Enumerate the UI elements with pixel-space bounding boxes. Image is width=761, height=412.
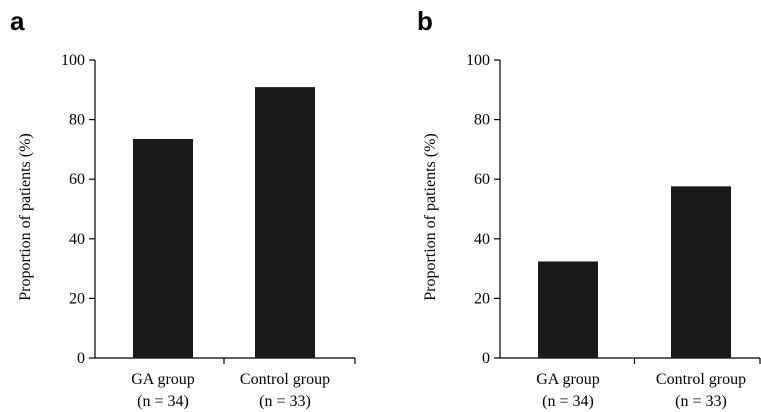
y-tick-label: 60 xyxy=(474,171,490,188)
bar xyxy=(255,87,315,359)
bar xyxy=(133,138,193,358)
y-tick-label: 0 xyxy=(77,350,85,367)
x-tick-label: Control group xyxy=(240,371,330,388)
x-tick-sublabel: (n = 33) xyxy=(675,393,727,410)
y-tick-label: 20 xyxy=(474,290,490,307)
x-tick-label: GA group xyxy=(131,371,195,388)
x-tick-sublabel: (n = 34) xyxy=(542,393,594,410)
panel-label: b xyxy=(417,6,433,36)
y-tick-label: 40 xyxy=(474,231,490,248)
y-tick-label: 80 xyxy=(69,112,85,129)
chart-panel-b: b 0 20 40 60 80 100 GA group (n = 34) Control gro… xyxy=(417,6,761,410)
bar xyxy=(671,186,731,358)
x-tick-label: GA group xyxy=(536,371,600,388)
x-tick-label: Control group xyxy=(656,371,746,388)
y-axis-title: Proportion of patients (%) xyxy=(422,133,439,301)
bar xyxy=(538,261,598,358)
y-axis-title: Proportion of patients (%) xyxy=(17,133,34,301)
panel-label: a xyxy=(10,6,25,36)
x-tick-sublabel: (n = 33) xyxy=(259,393,311,410)
y-tick-label: 80 xyxy=(474,112,490,129)
y-tick-label: 40 xyxy=(69,231,85,248)
y-tick-label: 100 xyxy=(466,52,490,69)
x-tick-sublabel: (n = 34) xyxy=(137,393,189,410)
y-tick-label: 20 xyxy=(69,290,85,307)
y-tick-label: 100 xyxy=(61,52,85,69)
chart-panel-a: a 0 20 40 60 80 100 GA group (n = 34) Control gro… xyxy=(10,6,356,410)
y-tick-label: 0 xyxy=(482,350,490,367)
y-tick-label: 60 xyxy=(69,171,85,188)
